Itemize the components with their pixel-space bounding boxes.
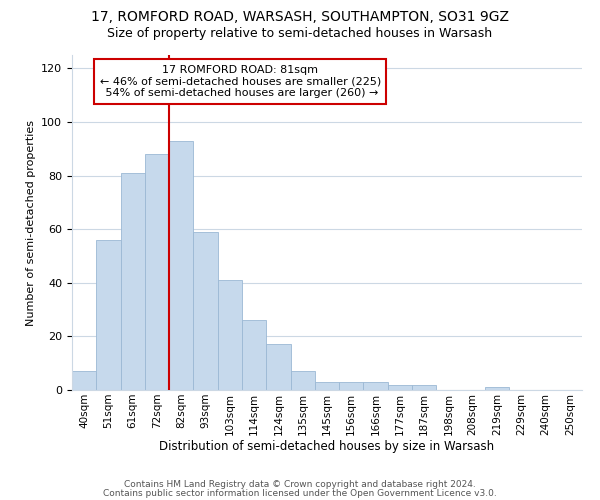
Y-axis label: Number of semi-detached properties: Number of semi-detached properties (26, 120, 35, 326)
Bar (290, 371, 315, 390)
Bar (266, 344, 290, 390)
Text: Contains HM Land Registry data © Crown copyright and database right 2024.: Contains HM Land Registry data © Crown c… (124, 480, 476, 489)
X-axis label: Distribution of semi-detached houses by size in Warsash: Distribution of semi-detached houses by … (160, 440, 494, 454)
Bar (364, 382, 388, 390)
Bar (145, 154, 169, 390)
Bar (412, 384, 436, 390)
Bar (315, 382, 339, 390)
Bar (485, 388, 509, 390)
Text: 17, ROMFORD ROAD, WARSASH, SOUTHAMPTON, SO31 9GZ: 17, ROMFORD ROAD, WARSASH, SOUTHAMPTON, … (91, 10, 509, 24)
Bar (339, 382, 364, 390)
Bar (121, 173, 145, 390)
Text: 17 ROMFORD ROAD: 81sqm
← 46% of semi-detached houses are smaller (225)
 54% of s: 17 ROMFORD ROAD: 81sqm ← 46% of semi-det… (100, 65, 381, 98)
Text: Size of property relative to semi-detached houses in Warsash: Size of property relative to semi-detach… (107, 28, 493, 40)
Bar (388, 384, 412, 390)
Text: Contains public sector information licensed under the Open Government Licence v3: Contains public sector information licen… (103, 490, 497, 498)
Bar (169, 141, 193, 390)
Bar (96, 240, 121, 390)
Bar (72, 371, 96, 390)
Bar (218, 280, 242, 390)
Bar (193, 232, 218, 390)
Bar (242, 320, 266, 390)
